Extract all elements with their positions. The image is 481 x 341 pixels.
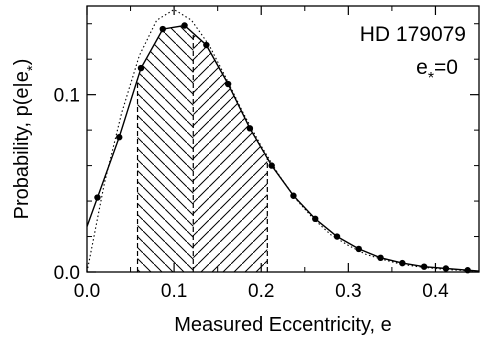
curves xyxy=(87,8,479,272)
hatched-region-2 xyxy=(193,33,268,272)
data-point xyxy=(377,254,384,262)
plot-frame xyxy=(86,5,480,273)
x-tick-label: 0.0 xyxy=(74,281,100,302)
data-point xyxy=(355,245,362,253)
solid-curve xyxy=(87,24,479,272)
axis-ticks xyxy=(86,6,480,273)
data-points xyxy=(94,22,471,274)
eccentricity-annotation: e*=0 xyxy=(416,56,458,87)
data-point xyxy=(312,215,319,222)
data-point xyxy=(420,263,428,270)
x-tick-label: 0.1 xyxy=(161,281,187,302)
data-point xyxy=(181,22,188,29)
data-point xyxy=(268,162,275,169)
data-point xyxy=(399,259,406,267)
y-axis-label: Probability, p(e|e*) xyxy=(11,59,41,220)
data-point xyxy=(333,233,341,240)
data-point xyxy=(94,194,101,201)
hatched-region-1 xyxy=(137,25,194,272)
dotted-curve xyxy=(87,8,479,272)
dashed-boundary-lines xyxy=(136,33,268,272)
y-tick-label: 0.0 xyxy=(54,263,80,284)
data-point xyxy=(137,64,145,72)
data-point xyxy=(290,192,297,199)
data-point xyxy=(159,25,166,33)
data-point xyxy=(246,125,254,132)
data-point xyxy=(203,41,210,49)
axis-tick-labels: 0.0 0.1 0.2 0.3 0.4 0.0 0.1 xyxy=(54,86,450,302)
star-name-annotation: HD 179079 xyxy=(360,23,466,46)
x-axis-label: Measured Eccentricity, e xyxy=(174,314,392,336)
data-point xyxy=(116,134,123,141)
hatched-confidence-region xyxy=(137,25,268,272)
x-tick-label: 0.3 xyxy=(335,281,361,302)
data-point xyxy=(442,265,450,272)
x-tick-label: 0.4 xyxy=(422,281,449,302)
y-tick-label: 0.1 xyxy=(54,86,80,107)
data-point xyxy=(224,80,232,88)
x-tick-label: 0.2 xyxy=(248,281,274,302)
